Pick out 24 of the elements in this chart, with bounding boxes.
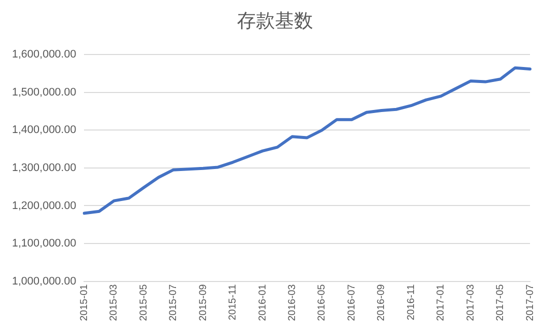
x-tick-label: 2016-07 <box>346 284 358 322</box>
x-tick-label: 2016-09 <box>376 284 388 322</box>
y-tick-label: 1,300,000.00 <box>12 162 76 174</box>
x-tick-label: 2015-05 <box>138 284 150 322</box>
y-tick-label: 1,000,000.00 <box>12 275 76 288</box>
y-tick-label: 1,500,000.00 <box>12 86 76 98</box>
x-tick-label: 2015-09 <box>198 284 209 322</box>
x-tick-label: 2017-03 <box>465 284 476 322</box>
x-tick-label: 2015-11 <box>228 284 239 320</box>
x-tick-label: 2015-03 <box>108 284 120 322</box>
y-tick-label: 1,400,000.00 <box>12 124 76 136</box>
x-tick-label: 2016-05 <box>316 284 328 322</box>
x-tick-label: 2016-01 <box>257 284 268 322</box>
x-tick-label: 2016-11 <box>406 284 417 320</box>
y-tick-label: 1,100,000.00 <box>12 238 76 250</box>
x-tick-label: 2017-07 <box>524 284 536 322</box>
chart-title: 存款基数 <box>236 9 314 34</box>
y-tick-label: 1,200,000.00 <box>12 200 76 212</box>
y-tick-label: 1,600,000.00 <box>12 48 76 61</box>
x-tick-label: 2015-07 <box>168 284 180 322</box>
x-tick-label: 2015-01 <box>78 284 90 322</box>
x-tick-label: 2017-05 <box>495 284 506 322</box>
x-tick-label: 2016-03 <box>287 284 298 322</box>
x-tick-label: 2017-01 <box>436 284 447 322</box>
